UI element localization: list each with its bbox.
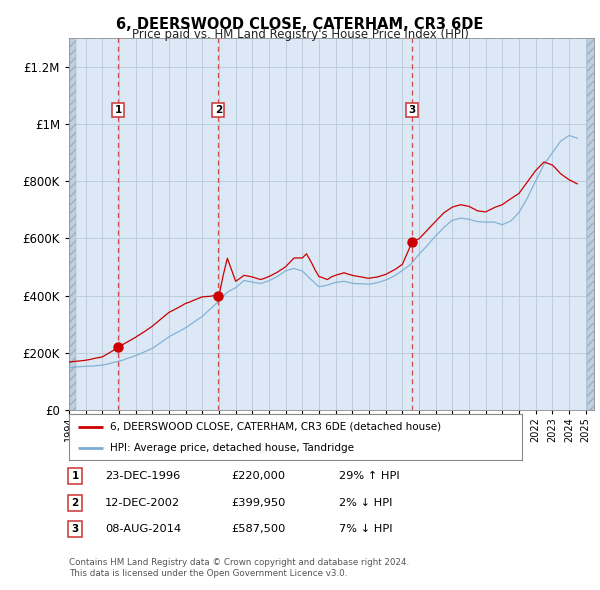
Text: 29% ↑ HPI: 29% ↑ HPI xyxy=(339,471,400,481)
Text: Price paid vs. HM Land Registry's House Price Index (HPI): Price paid vs. HM Land Registry's House … xyxy=(131,28,469,41)
Text: £587,500: £587,500 xyxy=(231,525,286,534)
Text: 08-AUG-2014: 08-AUG-2014 xyxy=(105,525,181,534)
Text: £220,000: £220,000 xyxy=(231,471,285,481)
Text: 2: 2 xyxy=(71,498,79,507)
Text: 2: 2 xyxy=(215,105,222,115)
Text: 1: 1 xyxy=(71,471,79,481)
Text: 3: 3 xyxy=(409,105,416,115)
Text: 3: 3 xyxy=(71,525,79,534)
Text: 2% ↓ HPI: 2% ↓ HPI xyxy=(339,498,392,507)
Text: Contains HM Land Registry data © Crown copyright and database right 2024.
This d: Contains HM Land Registry data © Crown c… xyxy=(69,558,409,578)
Text: 23-DEC-1996: 23-DEC-1996 xyxy=(105,471,180,481)
Text: 1: 1 xyxy=(115,105,122,115)
Text: 6, DEERSWOOD CLOSE, CATERHAM, CR3 6DE: 6, DEERSWOOD CLOSE, CATERHAM, CR3 6DE xyxy=(116,17,484,31)
Text: 12-DEC-2002: 12-DEC-2002 xyxy=(105,498,180,507)
Text: 7% ↓ HPI: 7% ↓ HPI xyxy=(339,525,392,534)
Text: HPI: Average price, detached house, Tandridge: HPI: Average price, detached house, Tand… xyxy=(110,442,354,453)
Bar xyxy=(69,38,76,410)
Text: £399,950: £399,950 xyxy=(231,498,286,507)
Text: 6, DEERSWOOD CLOSE, CATERHAM, CR3 6DE (detached house): 6, DEERSWOOD CLOSE, CATERHAM, CR3 6DE (d… xyxy=(110,422,441,432)
Bar xyxy=(587,38,595,410)
